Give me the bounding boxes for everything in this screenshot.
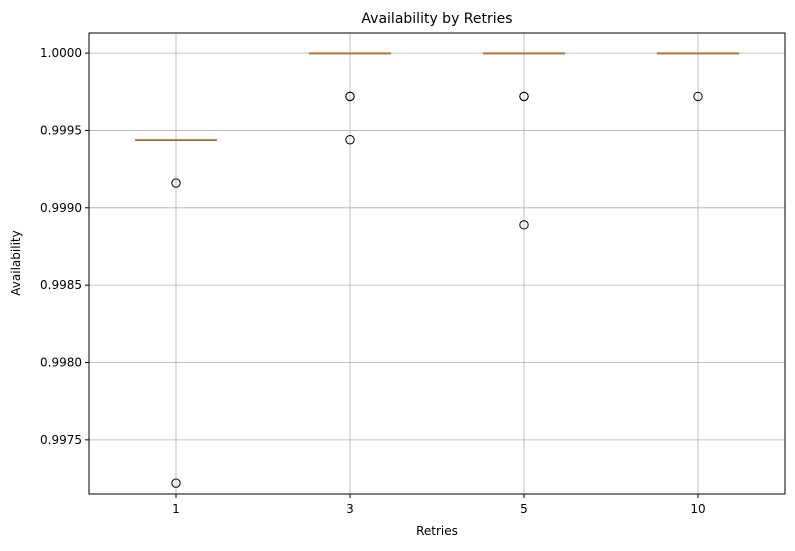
outlier-point [519, 220, 529, 230]
outlier-point [171, 478, 181, 488]
x-axis-label: Retries [416, 524, 458, 538]
outlier-point [693, 91, 703, 102]
x-tick-label: 10 [690, 502, 705, 516]
x-tick-label: 1 [172, 502, 180, 516]
axes-layer: 0.9975 0.9980 0.9985 0.9990 0.9995 1.0000 1 3 5 1… [40, 32, 786, 516]
chart-title: Availability by Retries [361, 11, 512, 27]
y-tick-label: 0.9980 [40, 356, 82, 370]
y-tick-label: 0.9995 [40, 123, 82, 137]
y-tick-label: 1.0000 [40, 46, 82, 60]
plot-frame [88, 32, 786, 495]
outlier-point [345, 135, 355, 145]
outlier-point [345, 91, 355, 102]
grid-layer [89, 33, 785, 494]
x-tick-label: 5 [520, 502, 528, 516]
y-axis-label: Availability [9, 230, 23, 295]
outlier-point [171, 178, 181, 188]
outlier-point [519, 91, 529, 102]
box-layer [135, 52, 739, 488]
y-tick-label: 0.9990 [40, 201, 82, 215]
y-tick-label: 0.9985 [40, 278, 82, 292]
y-tick-label: 0.9975 [40, 433, 82, 447]
x-tick-label: 3 [346, 502, 354, 516]
